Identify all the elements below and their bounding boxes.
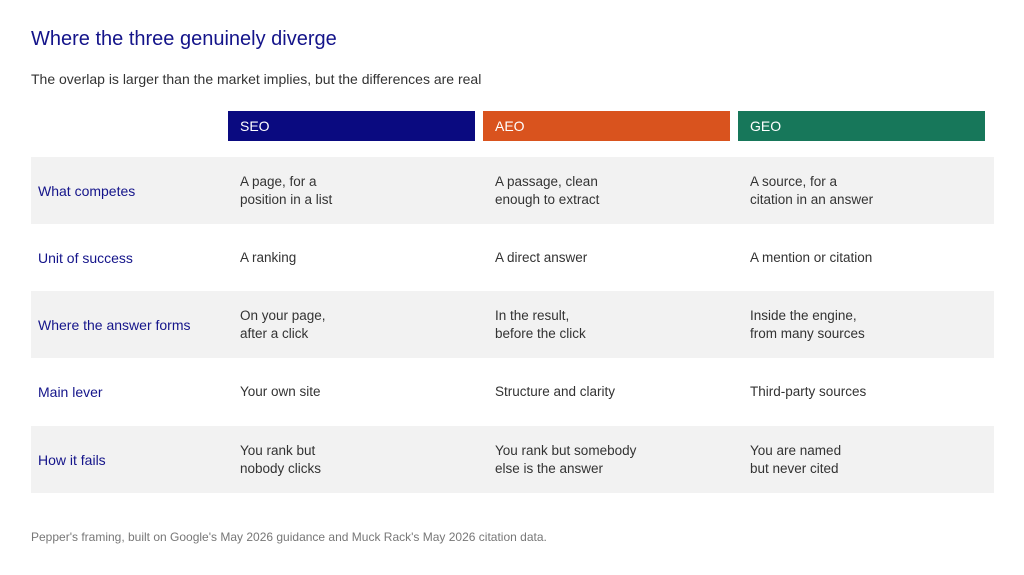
table-row-where-answer-forms: Where the answer forms On your page, aft… xyxy=(31,291,994,358)
cell-aeo: A passage, clean enough to extract xyxy=(495,173,600,207)
cell-seo: A page, for a position in a list xyxy=(240,173,333,207)
row-label: How it fails xyxy=(38,451,106,468)
row-label: Main lever xyxy=(38,383,103,400)
cell-geo: A mention or citation xyxy=(750,249,873,265)
page-title: Where the three genuinely diverge xyxy=(31,28,337,50)
cell-seo: On your page, after a click xyxy=(240,307,326,341)
cell-geo: Third-party sources xyxy=(750,383,867,399)
table-row-main-lever: Main lever Your own site Structure and c… xyxy=(31,358,994,425)
cell-aeo: A direct answer xyxy=(495,249,588,265)
row-label: What competes xyxy=(38,182,136,199)
cell-geo: A source, for a citation in an answer xyxy=(750,173,874,207)
column-header-seo: SEO xyxy=(228,111,475,141)
row-label: Unit of success xyxy=(38,249,133,266)
table-row-what-competes: What competes A page, for a position in … xyxy=(31,157,994,224)
cell-seo: Your own site xyxy=(240,383,321,399)
cell-geo: You are named but never cited xyxy=(750,442,842,476)
cell-aeo: You rank but somebody else is the answer xyxy=(495,442,637,476)
cell-aeo: Structure and clarity xyxy=(495,383,616,399)
page-subtitle: The overlap is larger than the market im… xyxy=(31,71,482,87)
column-header-geo: GEO xyxy=(738,111,985,141)
cell-seo: You rank but nobody clicks xyxy=(240,442,322,476)
table-row-how-it-fails: How it fails You rank but nobody clicks … xyxy=(31,426,994,493)
table-row-unit-of-success: Unit of success A ranking A direct answe… xyxy=(31,224,994,291)
column-header-aeo: AEO xyxy=(483,111,730,141)
footnote: Pepper's framing, built on Google's May … xyxy=(31,530,547,544)
row-label: Where the answer forms xyxy=(38,316,191,333)
cell-geo: Inside the engine, from many sources xyxy=(750,307,865,341)
cell-aeo: In the result, before the click xyxy=(495,307,586,341)
cell-seo: A ranking xyxy=(240,249,297,265)
